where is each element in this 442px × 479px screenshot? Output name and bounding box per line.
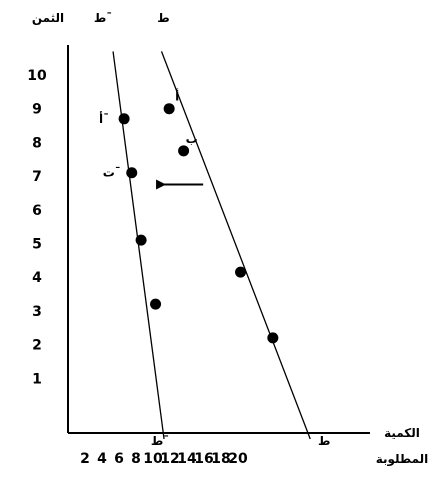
data-point bbox=[150, 298, 162, 310]
data-point bbox=[267, 332, 279, 344]
demand-curve-2 bbox=[112, 51, 165, 440]
curve-top-label: ط¯ bbox=[94, 11, 112, 25]
data-point bbox=[235, 266, 247, 278]
point-label: أ¯ bbox=[99, 111, 109, 126]
data-point bbox=[178, 145, 190, 157]
data-point bbox=[118, 113, 130, 125]
data-point bbox=[163, 103, 175, 115]
x-tick-label: 12 bbox=[160, 451, 179, 467]
curve-bottom-label: ط¯ bbox=[151, 434, 169, 448]
data-point bbox=[135, 234, 147, 246]
y-tick-label: 1 bbox=[32, 371, 42, 387]
chart-text: الثمن الكمية المطلوبة bbox=[32, 11, 428, 467]
y-tick-label: 6 bbox=[32, 203, 42, 219]
x-tick-label: 8 bbox=[131, 451, 141, 467]
y-tick-label: 5 bbox=[32, 237, 42, 253]
point-label: ت¯ bbox=[103, 166, 121, 180]
demand-curves: ط ط ط¯ ط¯ bbox=[94, 11, 331, 448]
point-label: ب bbox=[186, 132, 198, 146]
x-tick-label: 18 bbox=[211, 451, 230, 467]
y-tick-label: 4 bbox=[32, 270, 42, 286]
data-points: أ ب أ¯ ت¯ bbox=[99, 89, 279, 344]
y-tick-label: 10 bbox=[27, 68, 47, 84]
x-axis-label-line2: المطلوبة bbox=[376, 452, 429, 467]
x-tick-label: 20 bbox=[228, 451, 248, 467]
axes bbox=[67, 45, 370, 434]
x-axis-label-line1: الكمية bbox=[384, 426, 420, 440]
x-tick-label: 4 bbox=[97, 451, 107, 467]
y-tick-label: 3 bbox=[32, 304, 42, 320]
x-tick-label: 16 bbox=[194, 451, 213, 467]
x-tick-label: 14 bbox=[177, 451, 197, 467]
y-tick-label: 2 bbox=[32, 338, 42, 354]
x-tick-label: 10 bbox=[143, 451, 163, 467]
point-label: أ bbox=[175, 89, 179, 104]
demand-curve-1 bbox=[160, 51, 311, 440]
curve-top-label: ط bbox=[157, 11, 169, 25]
x-tick-label: 2 bbox=[80, 451, 90, 467]
y-tick-label: 7 bbox=[32, 169, 42, 185]
y-axis-label: الثمن bbox=[32, 11, 64, 25]
data-point bbox=[126, 167, 138, 179]
y-tick-label: 9 bbox=[32, 102, 42, 118]
curve-bottom-label: ط bbox=[318, 434, 330, 448]
x-tick-label: 6 bbox=[114, 451, 124, 467]
y-tick-label: 8 bbox=[32, 135, 42, 151]
